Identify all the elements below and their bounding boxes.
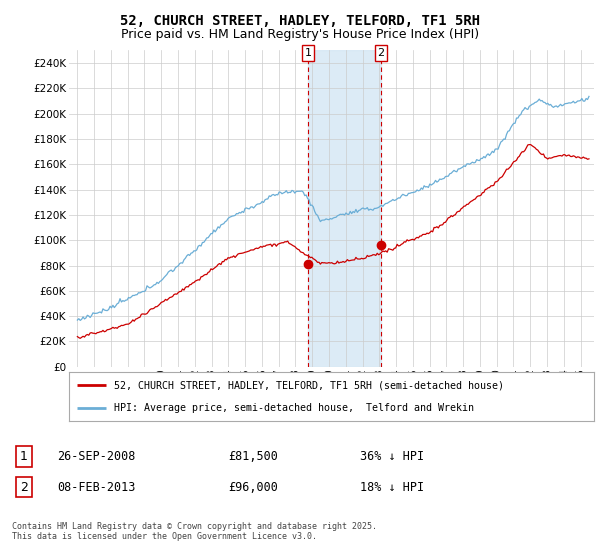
Text: 36% ↓ HPI: 36% ↓ HPI — [360, 450, 424, 463]
Text: 2: 2 — [377, 48, 385, 58]
Bar — [308, 50, 381, 367]
Text: 52, CHURCH STREET, HADLEY, TELFORD, TF1 5RH: 52, CHURCH STREET, HADLEY, TELFORD, TF1 … — [120, 14, 480, 28]
Text: Price paid vs. HM Land Registry's House Price Index (HPI): Price paid vs. HM Land Registry's House … — [121, 28, 479, 41]
Text: £96,000: £96,000 — [228, 480, 278, 494]
Text: 08-FEB-2013: 08-FEB-2013 — [57, 480, 136, 494]
Text: £81,500: £81,500 — [228, 450, 278, 463]
Text: 18% ↓ HPI: 18% ↓ HPI — [360, 480, 424, 494]
Text: 1: 1 — [20, 450, 28, 463]
Text: HPI: Average price, semi-detached house,  Telford and Wrekin: HPI: Average price, semi-detached house,… — [113, 403, 473, 413]
Text: 52, CHURCH STREET, HADLEY, TELFORD, TF1 5RH (semi-detached house): 52, CHURCH STREET, HADLEY, TELFORD, TF1 … — [113, 380, 503, 390]
Text: Contains HM Land Registry data © Crown copyright and database right 2025.
This d: Contains HM Land Registry data © Crown c… — [12, 522, 377, 542]
Text: 26-SEP-2008: 26-SEP-2008 — [57, 450, 136, 463]
Text: 1: 1 — [304, 48, 311, 58]
Text: 2: 2 — [20, 480, 28, 494]
